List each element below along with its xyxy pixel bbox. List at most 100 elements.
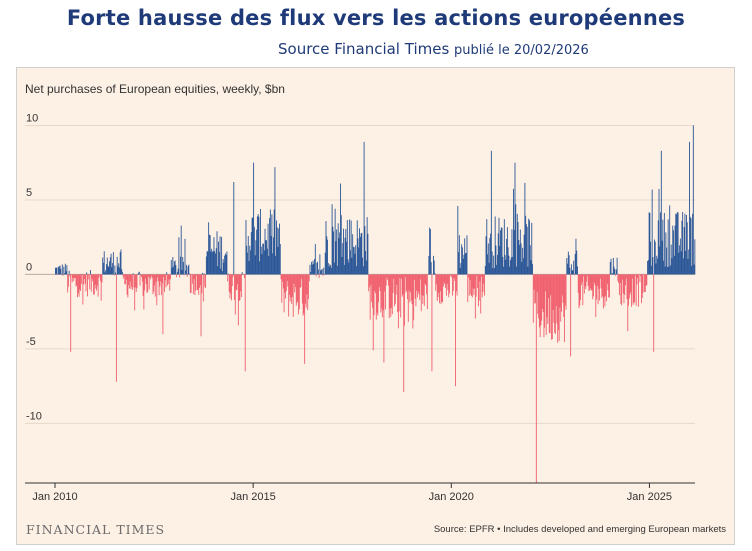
bar-negative [303, 274, 305, 314]
bar-positive [112, 252, 114, 275]
bar-positive [224, 253, 226, 275]
bar-positive [203, 273, 205, 275]
bar-negative [423, 274, 424, 296]
bar-positive [110, 253, 112, 275]
bar-negative [381, 274, 383, 318]
bar-positive [59, 265, 61, 275]
bar-positive [119, 252, 121, 275]
bar-negative [474, 274, 476, 319]
bar-positive [351, 257, 353, 275]
bar-negative [455, 274, 457, 292]
bar-positive [663, 260, 665, 275]
bar-positive [652, 257, 654, 275]
bar-negative [538, 274, 540, 328]
bar-positive [352, 246, 354, 275]
bar-negative [557, 274, 559, 343]
bar-negative [157, 274, 159, 278]
bar-negative [231, 274, 232, 301]
bar-positive [116, 256, 118, 275]
bar-positive [464, 238, 466, 275]
bar-negative [89, 274, 91, 290]
bar-positive [465, 252, 467, 275]
bar-negative [381, 274, 383, 309]
bar-negative [142, 274, 144, 296]
bar-negative [402, 274, 404, 295]
bar-positive [577, 266, 578, 275]
bar-positive [670, 244, 672, 275]
bar-negative [368, 274, 370, 292]
bar-positive [657, 220, 659, 275]
bar-negative [435, 274, 437, 291]
bar-positive [58, 266, 59, 275]
bar-negative [287, 274, 289, 287]
bar-positive [117, 266, 119, 275]
bar-positive [671, 258, 673, 275]
bar-negative [386, 274, 388, 278]
bar-negative [299, 274, 301, 289]
bar-positive [647, 260, 649, 275]
bar-positive [263, 243, 264, 275]
bar-positive [268, 256, 270, 275]
bar-positive [119, 267, 120, 275]
bar-positive [184, 238, 186, 275]
bar-positive [333, 231, 335, 275]
bar-negative [77, 274, 79, 298]
bar-positive [323, 267, 325, 275]
bar-positive [327, 262, 329, 275]
bar-positive [362, 257, 364, 275]
bar-negative [413, 274, 415, 321]
bar-positive [233, 182, 235, 275]
bar-negative [282, 274, 284, 282]
bar-positive [494, 216, 496, 275]
bar-positive [222, 258, 224, 275]
bar-negative [562, 274, 564, 303]
bar-negative [535, 274, 537, 303]
bar-negative [440, 274, 442, 305]
bar-negative [154, 274, 156, 297]
bar-positive [202, 272, 203, 275]
bar-positive [209, 235, 211, 275]
bar-positive [241, 272, 243, 275]
bar-negative [391, 274, 392, 309]
bar-positive [352, 234, 354, 275]
bar-negative [468, 274, 469, 278]
bar-positive [679, 238, 681, 275]
bar-positive [173, 266, 175, 275]
bar-negative [92, 274, 94, 282]
bar-positive [673, 230, 674, 275]
bar-negative [443, 274, 445, 283]
bar-negative [294, 274, 296, 293]
bar-positive [172, 257, 174, 275]
bar-positive [208, 222, 210, 275]
bar-positive [55, 267, 57, 275]
bar-negative [307, 274, 309, 311]
bar-positive [461, 247, 463, 275]
bar-negative [445, 274, 447, 289]
bar-positive [269, 218, 271, 275]
bar-negative [160, 274, 162, 296]
x-tick-label: Jan 2020 [429, 491, 474, 503]
bar-positive [430, 262, 432, 275]
bar-negative [100, 274, 102, 301]
bar-positive [107, 265, 109, 275]
y-tick-label: -5 [26, 336, 36, 348]
bar-positive [365, 260, 367, 275]
bar-negative [601, 274, 603, 298]
bar-negative [436, 274, 437, 285]
bar-positive [336, 265, 338, 275]
bar-negative [308, 274, 309, 300]
bar-positive [675, 213, 677, 275]
bar-negative [626, 274, 628, 300]
bar-negative [472, 274, 474, 289]
y-tick-label: 5 [26, 187, 32, 199]
bar-negative [234, 274, 235, 301]
bar-positive [691, 266, 693, 275]
bar-negative [229, 274, 231, 299]
bar-positive [507, 247, 509, 275]
bar-positive [332, 226, 334, 275]
bar-positive [650, 241, 652, 275]
bar-negative [615, 274, 617, 276]
bar-positive [272, 253, 274, 275]
bar-negative [134, 274, 136, 311]
bar-negative [282, 274, 284, 289]
